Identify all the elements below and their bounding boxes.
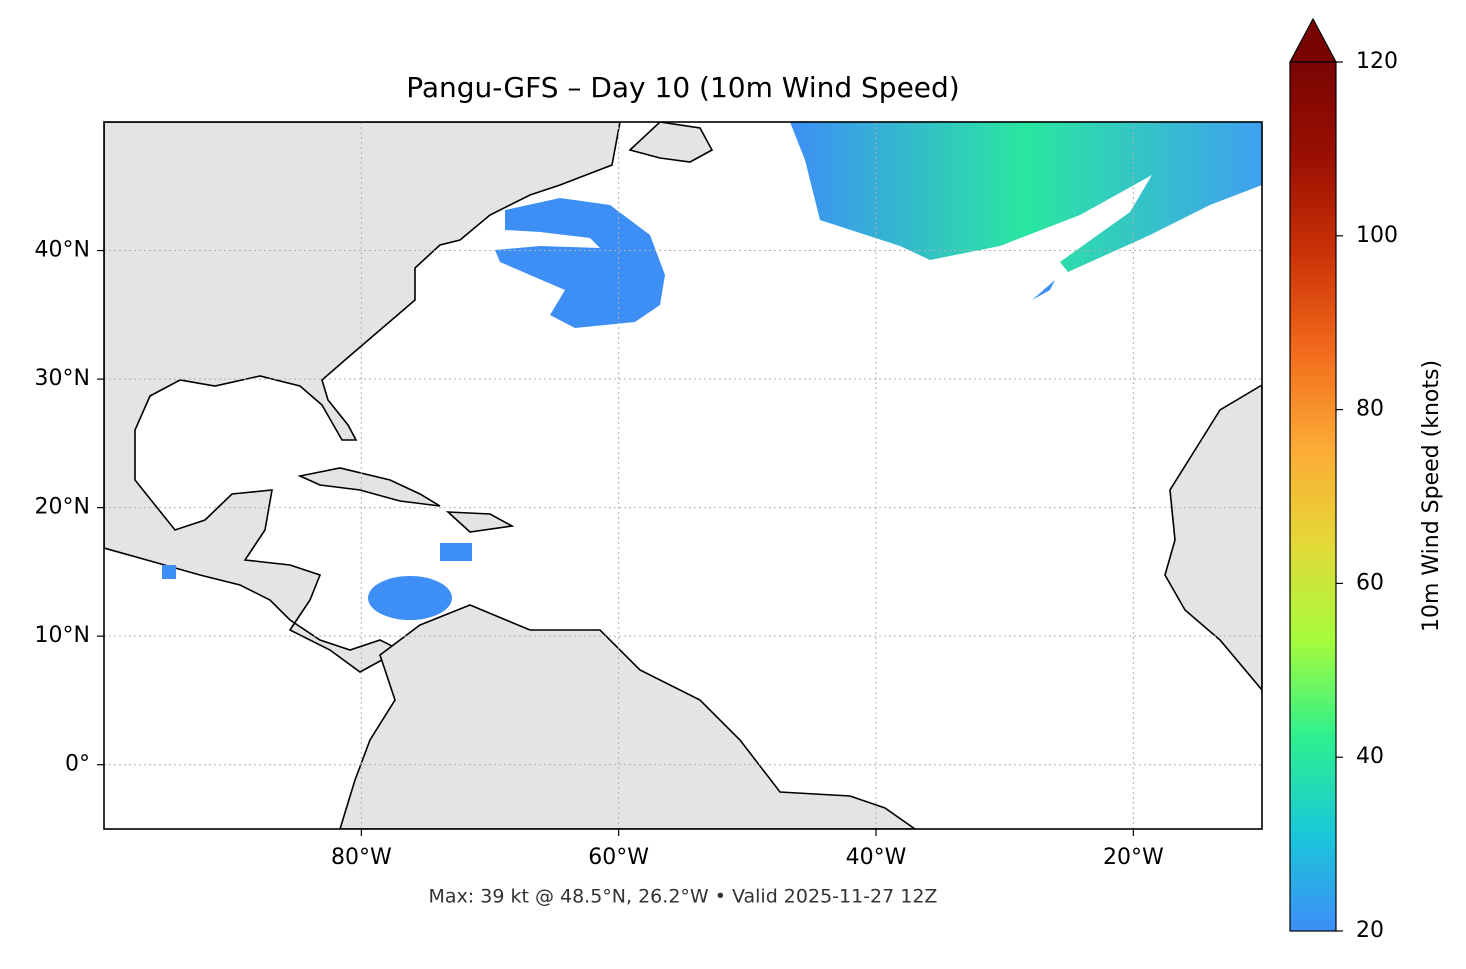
y-tick-label: 0° [65,752,90,777]
colorbar-tick-label: 80 [1356,397,1384,422]
x-tick-label: 20°W [1103,845,1164,870]
hispaniola [445,511,515,533]
map [104,122,1262,829]
x-tick-label: 80°W [331,845,392,870]
wind-area [162,565,176,579]
wind-area [495,198,665,328]
africa [1164,384,1262,692]
x-tick-label: 40°W [846,845,907,870]
cuba [297,467,441,507]
y-tick-label: 10°N [35,623,90,648]
y-tick-label: 40°N [35,238,90,263]
y-tick-label: 30°N [35,366,90,391]
wind-area [1032,280,1055,300]
map-frame [103,121,1263,830]
wind-area [440,543,472,561]
colorbar [1289,61,1337,932]
south-america [339,604,917,829]
wind-area [790,122,1262,272]
colorbar-tick-label: 120 [1356,49,1398,74]
wind-area [368,576,452,620]
colorbar-tick-label: 20 [1356,918,1384,943]
chart-title: Pangu-GFS – Day 10 (10m Wind Speed) [406,71,959,104]
colorbar-tick-label: 40 [1356,744,1384,769]
colorbar-extend [1288,17,1338,63]
colorbar-tick-label: 100 [1356,223,1398,248]
x-tick-label: 60°W [588,845,649,870]
north-america [104,122,621,673]
colorbar-label: 10m Wind Speed (knots) [1419,360,1444,632]
colorbar-tick-label: 60 [1356,570,1384,595]
y-tick-label: 20°N [35,495,90,520]
newfoundland [628,122,714,163]
footnote: Max: 39 kt @ 48.5°N, 26.2°W • Valid 2025… [429,886,938,908]
